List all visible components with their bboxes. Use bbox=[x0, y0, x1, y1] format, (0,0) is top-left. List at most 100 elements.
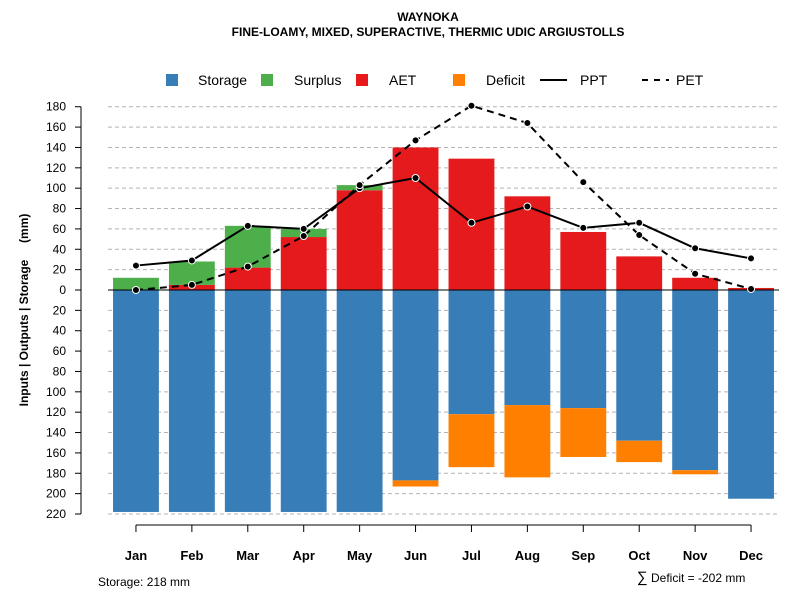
ppt-point bbox=[579, 223, 588, 232]
chart-subtitle: FINE-LOAMY, MIXED, SUPERACTIVE, THERMIC … bbox=[232, 25, 625, 39]
x-tick-label: Jul bbox=[462, 548, 481, 563]
surplus-bar bbox=[168, 261, 215, 285]
y-tick-label: 20 bbox=[53, 263, 67, 277]
storage-bar bbox=[168, 290, 215, 512]
pet-point bbox=[131, 286, 140, 294]
legend-label: Storage bbox=[198, 72, 247, 88]
lines bbox=[131, 101, 756, 294]
storage-bar bbox=[336, 290, 383, 512]
pet-point bbox=[299, 232, 308, 241]
deficit-bar bbox=[672, 470, 719, 475]
legend-swatch bbox=[261, 74, 273, 86]
storage-bar bbox=[560, 290, 607, 409]
ppt-point bbox=[747, 254, 756, 263]
deficit-bar bbox=[560, 408, 607, 457]
y-tick-label: 100 bbox=[46, 181, 66, 195]
surplus-bar bbox=[113, 277, 159, 290]
aet-bar bbox=[280, 237, 327, 290]
aet-bar bbox=[672, 277, 719, 290]
aet-bar bbox=[616, 256, 663, 290]
aet-bar bbox=[392, 147, 439, 290]
y-tick-label: 160 bbox=[46, 446, 66, 460]
x-tick-label: Jun bbox=[404, 548, 427, 563]
storage-bar bbox=[616, 290, 663, 441]
deficit-bar bbox=[392, 480, 439, 487]
ppt-point bbox=[131, 261, 140, 270]
storage-bar bbox=[224, 290, 271, 512]
legend-swatch bbox=[356, 74, 368, 86]
legend-label: PPT bbox=[580, 72, 608, 88]
storage-bar bbox=[672, 290, 719, 471]
legend-label: Deficit bbox=[486, 72, 525, 88]
pet-point bbox=[187, 280, 196, 289]
y-tick-label: 120 bbox=[46, 161, 66, 175]
x-tick-label: Feb bbox=[180, 548, 203, 563]
ppt-point bbox=[411, 173, 420, 182]
pet-point bbox=[579, 178, 588, 187]
ppt-point bbox=[299, 224, 308, 233]
y-tick-label: 60 bbox=[53, 222, 67, 236]
y-tick-label: 160 bbox=[46, 120, 66, 134]
y-tick-label: 40 bbox=[53, 324, 67, 338]
ppt-line bbox=[135, 176, 752, 267]
x-tick-label: Sep bbox=[571, 548, 595, 563]
pet-point bbox=[747, 284, 756, 293]
storage-bar bbox=[504, 290, 551, 406]
x-tick-label: Oct bbox=[628, 548, 650, 563]
pet-point bbox=[467, 101, 476, 110]
x-tick-label: Nov bbox=[683, 548, 708, 563]
sum-symbol: ∑ bbox=[637, 569, 648, 586]
surplus-bar bbox=[224, 225, 271, 268]
x-tick-label: Mar bbox=[236, 548, 259, 563]
y-axis: 1801601401201008060402002040608010012014… bbox=[46, 100, 82, 521]
deficit-bar bbox=[448, 414, 495, 468]
aet-bar bbox=[224, 267, 271, 290]
storage-bar bbox=[448, 290, 495, 415]
bars bbox=[113, 147, 774, 512]
footer-deficit: Deficit = -202 mm bbox=[651, 571, 745, 585]
pet-point bbox=[411, 136, 420, 145]
ppt-point bbox=[243, 221, 252, 230]
pet-point bbox=[355, 181, 364, 190]
ppt-point bbox=[691, 244, 700, 253]
chart-title: WAYNOKA bbox=[397, 10, 459, 24]
x-tick-label: Apr bbox=[293, 548, 315, 563]
ppt-point bbox=[467, 218, 476, 227]
deficit-bar bbox=[504, 405, 551, 478]
pet-point bbox=[691, 269, 700, 278]
pet-point bbox=[243, 262, 252, 271]
pet-point bbox=[635, 231, 644, 240]
y-tick-label: 0 bbox=[59, 283, 66, 297]
y-axis-label: Inputs | Outputs | Storage (mm) bbox=[17, 214, 31, 407]
storage-bar bbox=[280, 290, 327, 512]
y-tick-label: 80 bbox=[53, 202, 67, 216]
x-tick-label: Jan bbox=[125, 548, 147, 563]
x-tick-label: Aug bbox=[515, 548, 540, 563]
footer-storage: Storage: 218 mm bbox=[98, 575, 190, 589]
y-tick-label: 40 bbox=[53, 242, 67, 256]
y-tick-label: 200 bbox=[46, 487, 66, 501]
y-tick-label: 100 bbox=[46, 385, 66, 399]
y-tick-label: 120 bbox=[46, 405, 66, 419]
aet-bar bbox=[560, 231, 607, 290]
y-tick-label: 140 bbox=[46, 426, 66, 440]
legend-swatch bbox=[166, 74, 178, 86]
aet-bar bbox=[336, 190, 383, 290]
x-tick-label: Dec bbox=[739, 548, 763, 563]
y-tick-label: 80 bbox=[53, 364, 67, 378]
ppt-point bbox=[635, 218, 644, 227]
y-tick-label: 220 bbox=[46, 507, 66, 521]
legend-label: PET bbox=[676, 72, 704, 88]
legend: Storage Surplus AET Deficit PPT PET bbox=[166, 72, 704, 88]
x-tick-label: May bbox=[347, 548, 373, 563]
y-tick-label: 60 bbox=[53, 344, 67, 358]
y-tick-label: 180 bbox=[46, 466, 66, 480]
storage-bar bbox=[113, 290, 159, 512]
deficit-bar bbox=[616, 440, 663, 463]
storage-bar bbox=[728, 290, 774, 499]
ppt-point bbox=[187, 256, 196, 265]
legend-swatch bbox=[453, 74, 465, 86]
y-tick-label: 20 bbox=[53, 303, 67, 317]
pet-point bbox=[523, 119, 532, 128]
